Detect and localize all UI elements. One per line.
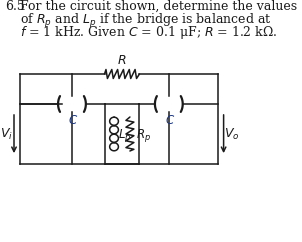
Text: $L_p$: $L_p$ bbox=[118, 127, 131, 144]
Text: $V_i$: $V_i$ bbox=[0, 127, 13, 142]
Text: $C$: $C$ bbox=[165, 114, 175, 127]
Text: For the circuit shown, determine the values: For the circuit shown, determine the val… bbox=[20, 0, 297, 13]
Text: of $\it{R_p}$ and $\it{L_p}$ if the bridge is balanced at: of $\it{R_p}$ and $\it{L_p}$ if the brid… bbox=[20, 12, 271, 30]
Text: $\it{f}$ = 1 kHz. Given $\it{C}$ = 0.1 μF; $\it{R}$ = 1.2 kΩ.: $\it{f}$ = 1 kHz. Given $\it{C}$ = 0.1 μ… bbox=[20, 24, 277, 41]
Text: $C$: $C$ bbox=[68, 114, 78, 127]
Text: $R_p$: $R_p$ bbox=[136, 127, 151, 144]
Text: $V_o$: $V_o$ bbox=[224, 127, 240, 142]
Text: 6.5: 6.5 bbox=[5, 0, 25, 13]
Text: $R$: $R$ bbox=[117, 54, 127, 67]
